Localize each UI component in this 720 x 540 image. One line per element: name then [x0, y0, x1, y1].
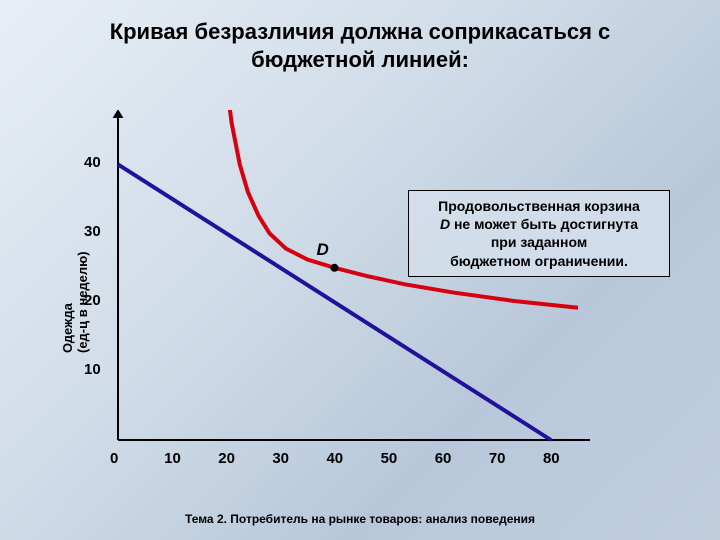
x-tick-label: 70 [489, 450, 506, 467]
x-tick-label: 80 [543, 450, 560, 467]
y-tick-label: 20 [84, 292, 101, 309]
ylabel-line-1: Одежда [60, 303, 75, 353]
x-tick-label: 30 [272, 450, 289, 467]
annotation-box: Продовольственная корзина D не может быт… [408, 190, 670, 277]
title-line-2: бюджетной линией: [251, 47, 469, 72]
annotation-line-1: Продовольственная корзина [438, 198, 640, 214]
annotation-line-2: D не может быть достигнута [440, 216, 638, 232]
chart-area: Одежда (ед-ц в неделю) D 010203040506070… [30, 110, 590, 490]
annotation-l2-post: не может быть достигнута [450, 216, 638, 232]
point-d-label: D [316, 240, 328, 260]
x-tick-label: 50 [381, 450, 398, 467]
annotation-em: D [440, 216, 450, 232]
title-line-1: Кривая безразличия должна соприкасаться … [110, 19, 611, 44]
footer-caption: Тема 2. Потребитель на рынке товаров: ан… [0, 512, 720, 526]
x-tick-label: 60 [435, 450, 452, 467]
page-title: Кривая безразличия должна соприкасаться … [0, 0, 720, 73]
annotation-line-3: при заданном [491, 234, 587, 250]
x-tick-label: 20 [218, 450, 235, 467]
y-tick-label: 10 [84, 361, 101, 378]
x-tick-label: 0 [110, 450, 118, 467]
x-tick-label: 10 [164, 450, 181, 467]
x-tick-label: 40 [326, 450, 343, 467]
chart-svg [30, 110, 590, 490]
annotation-line-4: бюджетном ограничении. [450, 253, 628, 269]
y-tick-label: 40 [84, 154, 101, 171]
y-tick-label: 30 [84, 223, 101, 240]
